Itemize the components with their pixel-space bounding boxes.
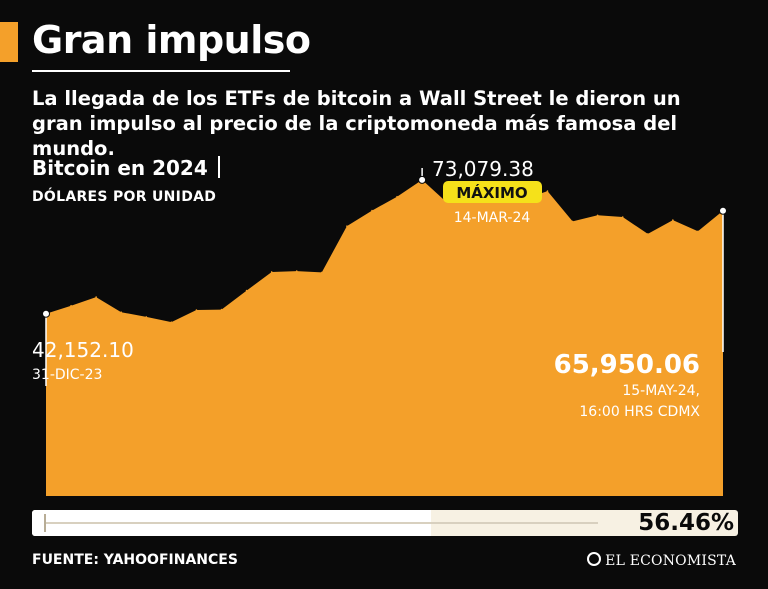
chart-title: Bitcoin en 2024 (32, 156, 220, 180)
chart-title-text: Bitcoin en 2024 (32, 156, 208, 180)
max-value-label: 73,079.38 (432, 157, 534, 181)
brand-name: EL ECONOMISTA (605, 553, 736, 569)
data-point (396, 195, 398, 198)
data-point (145, 316, 148, 318)
change-percentage-bar: 56.46% (32, 510, 738, 536)
bar-track (46, 522, 598, 524)
page-subtitle: La llegada de los ETFs de bitcoin a Wall… (32, 87, 681, 160)
change-percentage-value: 56.46% (638, 510, 734, 536)
title-separator (217, 156, 220, 178)
data-point (120, 311, 123, 313)
data-point (195, 309, 198, 311)
data-point (295, 270, 298, 272)
brand-mark-icon (587, 552, 602, 566)
data-point (621, 216, 624, 218)
page-title: Gran impulso (32, 18, 311, 62)
data-point (220, 308, 223, 311)
data-point (546, 190, 549, 192)
max-badge (443, 181, 542, 203)
data-point (270, 271, 273, 273)
price-area (46, 179, 723, 496)
start-date-label: 31-DIC-23 (32, 367, 102, 383)
title-underline (32, 70, 290, 72)
data-point (95, 296, 97, 298)
data-point (70, 304, 72, 307)
end-time-label: 16:00 HRS CDMX (579, 404, 700, 420)
data-point (346, 225, 348, 227)
data-point (596, 214, 599, 217)
max-date-label: 14-MAR-24 (454, 210, 531, 226)
price-area-chart: 42,152.10 31-DIC-23 73,079.38 MÁXIMO 14-… (32, 157, 727, 496)
end-value-label: 65,950.06 (554, 350, 700, 380)
data-point (646, 233, 649, 235)
max-badge-text: MÁXIMO (456, 183, 527, 202)
data-point (245, 289, 248, 292)
bar-start-tick (44, 514, 46, 532)
title-accent-bar (0, 22, 18, 62)
data-point (697, 230, 699, 233)
source-label: FUENTE: YAHOOFINANCES (32, 552, 238, 568)
data-point (321, 271, 323, 274)
data-point (571, 220, 574, 223)
start-value-label: 42,152.10 (32, 338, 134, 362)
data-point (371, 209, 373, 212)
end-point-marker (719, 206, 727, 215)
brand-logo: EL ECONOMISTA (587, 552, 736, 569)
end-date-label: 15-MAY-24, (622, 383, 700, 399)
chart-units-label: DÓLARES POR UNIDAD (32, 189, 217, 205)
data-point (672, 219, 674, 221)
max-point-marker (418, 175, 427, 184)
data-point (170, 321, 173, 323)
start-point-marker (42, 309, 50, 318)
